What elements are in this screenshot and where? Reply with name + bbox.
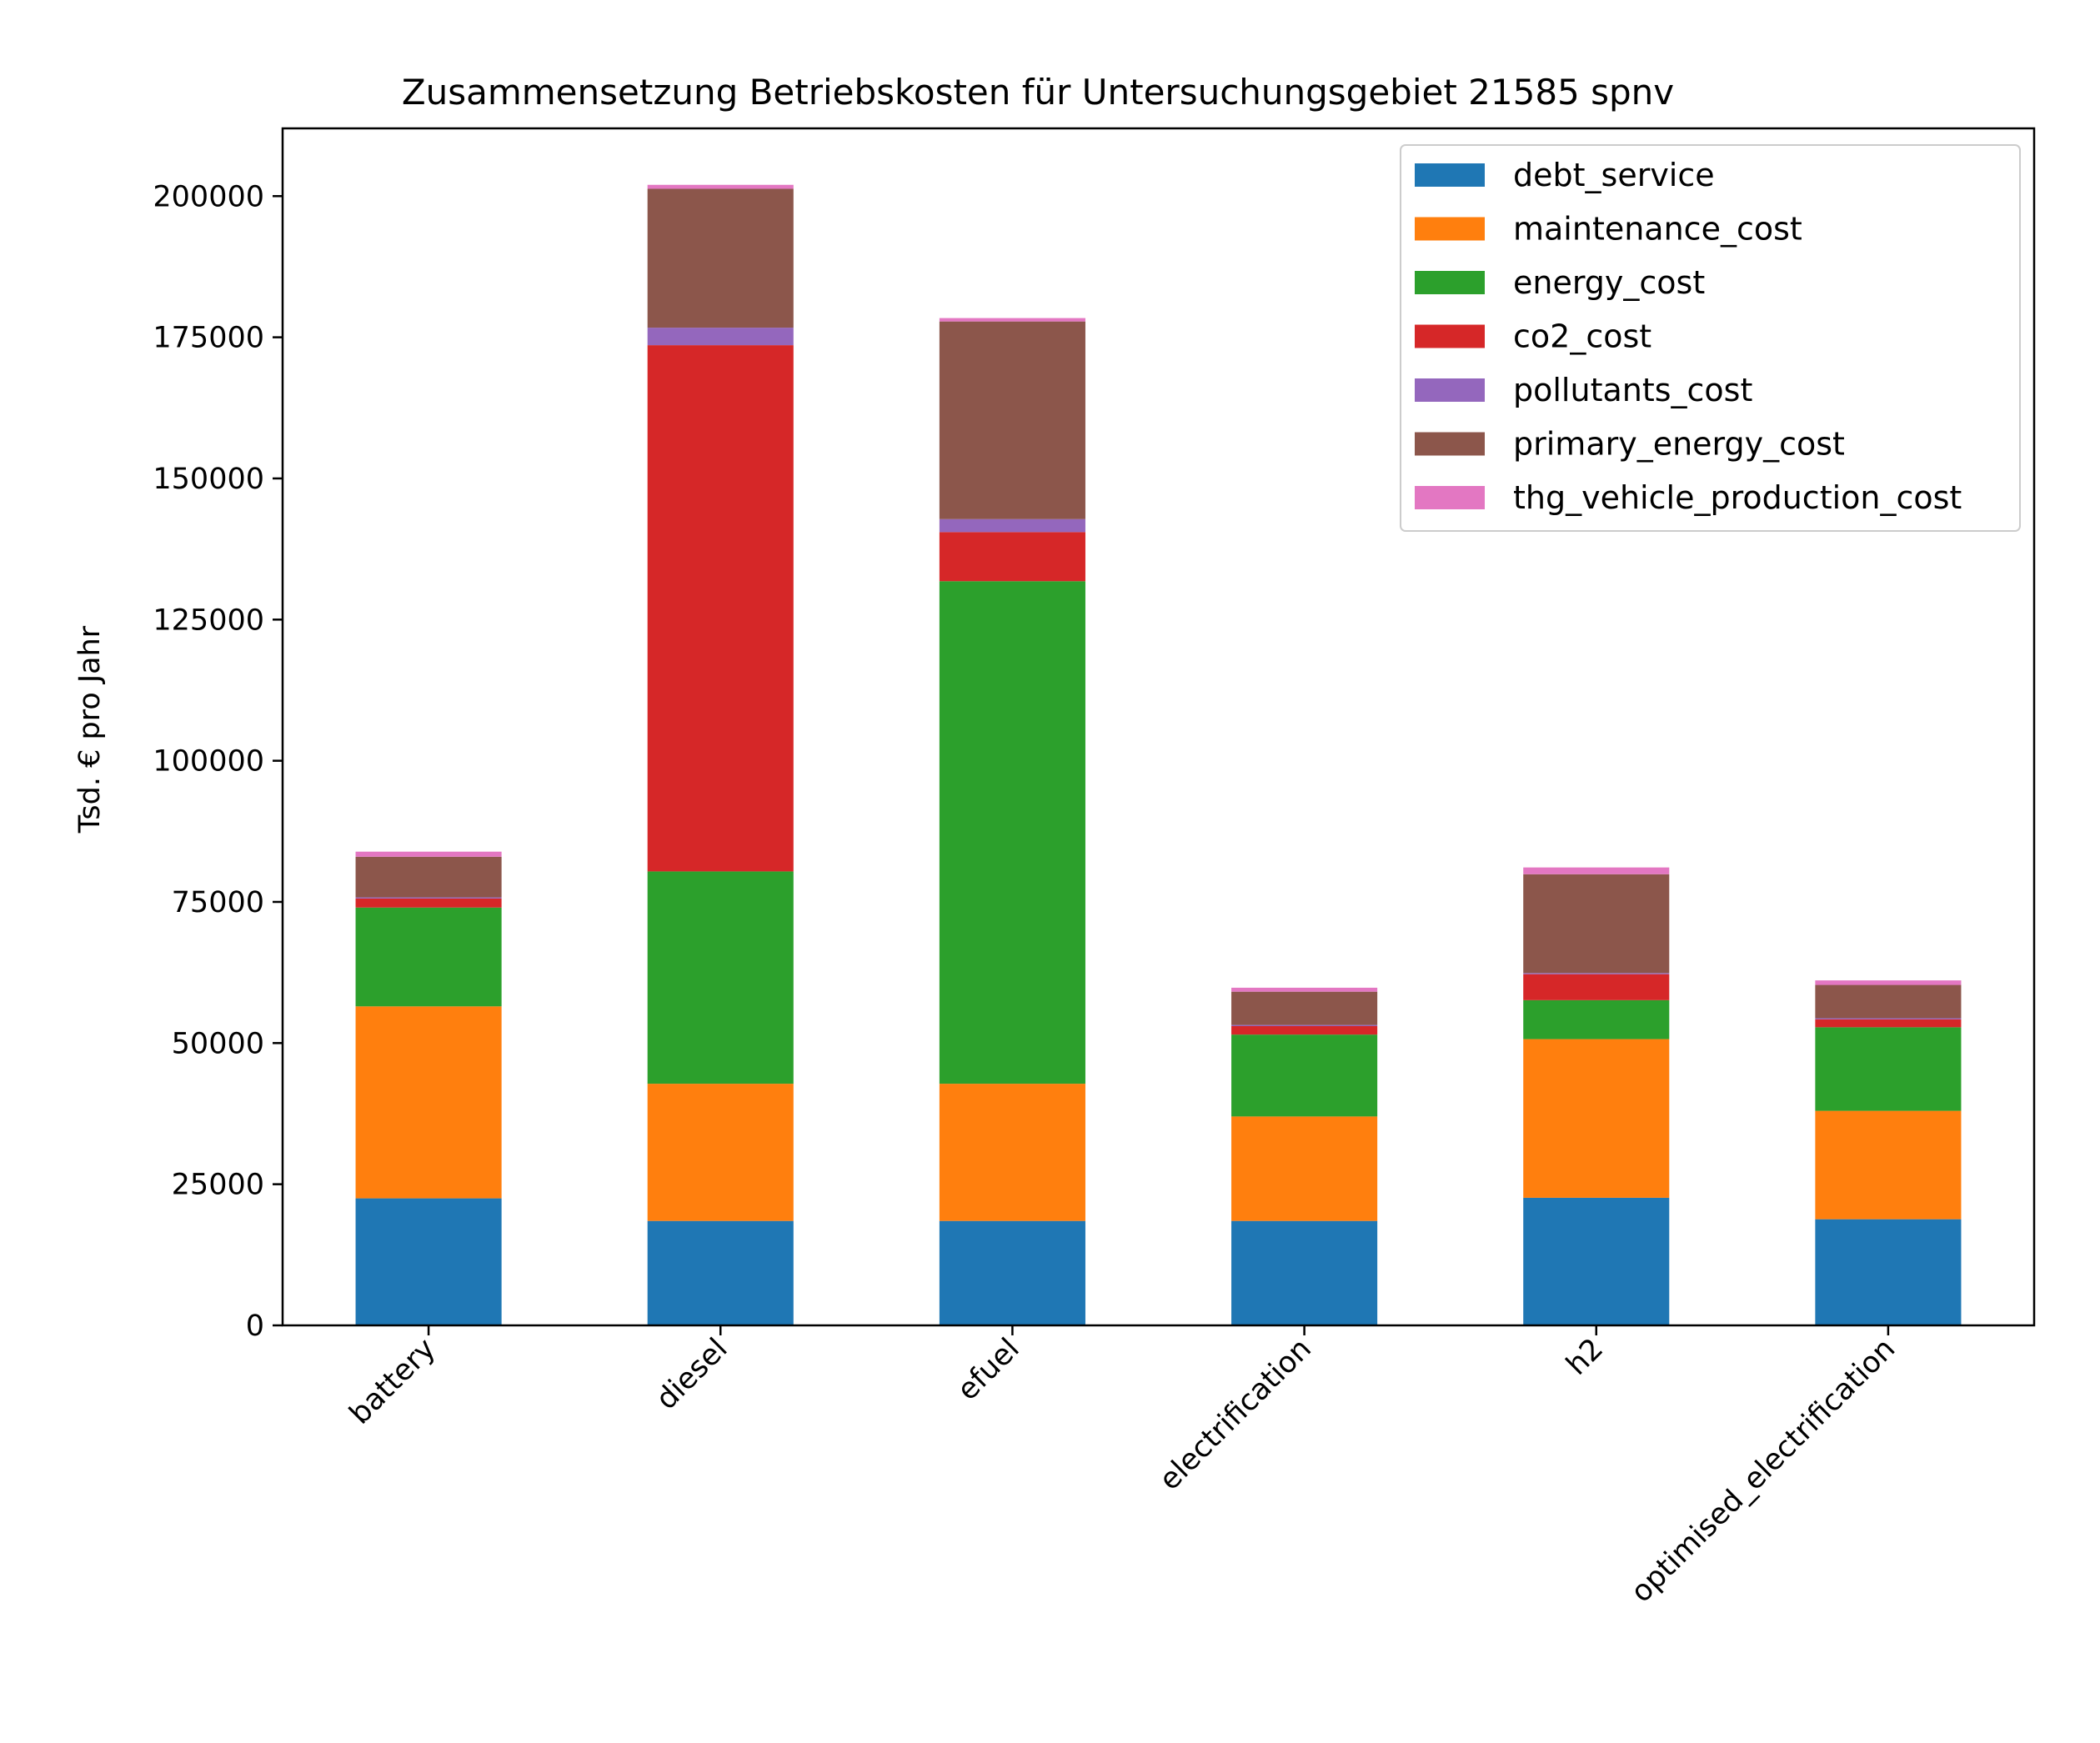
x-tick-label-h2: h2	[1560, 1332, 1610, 1382]
bar-pollutants_cost-diesel	[647, 328, 794, 346]
bar-energy_cost-h2	[1523, 999, 1670, 1039]
bar-pollutants_cost-electrification	[1231, 1024, 1378, 1026]
legend-label-maintenance_cost: maintenance_cost	[1513, 211, 1802, 248]
legend-label-pollutants_cost: pollutants_cost	[1513, 372, 1752, 408]
legend-label-thg_vehicle_production_cost: thg_vehicle_production_cost	[1513, 479, 1962, 516]
bar-debt_service-h2	[1523, 1197, 1670, 1325]
bar-debt_service-efuel	[939, 1220, 1085, 1325]
bar-debt_service-optimised_electrification	[1815, 1219, 1962, 1325]
bar-maintenance_cost-efuel	[939, 1084, 1085, 1221]
y-tick-label: 0	[246, 1310, 264, 1343]
bar-maintenance_cost-diesel	[647, 1084, 794, 1221]
plot-frame	[281, 127, 2036, 1327]
legend-label-primary_energy_cost: primary_energy_cost	[1513, 426, 1845, 463]
bar-thg_vehicle_production_cost-efuel	[939, 318, 1085, 322]
bar-co2_cost-h2	[1523, 974, 1670, 1000]
bar-maintenance_cost-optimised_electrification	[1815, 1110, 1962, 1220]
x-tick-label-efuel: efuel	[951, 1332, 1026, 1407]
bar-thg_vehicle_production_cost-electrification	[1231, 987, 1378, 992]
y-tick-label: 50000	[172, 1027, 264, 1060]
bar-co2_cost-electrification	[1231, 1026, 1378, 1035]
chart-title: Zusammensetzung Betriebskosten für Unter…	[402, 72, 1674, 113]
y-tick-label: 125000	[153, 604, 264, 637]
legend-swatch-pollutants_cost	[1415, 378, 1485, 402]
bar-maintenance_cost-electrification	[1231, 1116, 1378, 1221]
legend-swatch-energy_cost	[1415, 271, 1485, 294]
bar-primary_energy_cost-diesel	[647, 188, 794, 328]
legend-swatch-primary_energy_cost	[1415, 432, 1485, 456]
bar-maintenance_cost-battery	[355, 1006, 502, 1199]
legend-swatch-co2_cost	[1415, 324, 1485, 348]
x-tick-label-diesel: diesel	[650, 1332, 734, 1416]
y-tick-label: 25000	[172, 1169, 264, 1202]
bar-debt_service-electrification	[1231, 1220, 1378, 1325]
legend-label-debt_service: debt_service	[1513, 157, 1715, 193]
bar-maintenance_cost-h2	[1523, 1039, 1670, 1198]
y-tick-label: 75000	[172, 886, 264, 919]
y-tick-label: 200000	[153, 180, 264, 213]
bar-primary_energy_cost-electrification	[1231, 991, 1378, 1025]
bar-primary_energy_cost-battery	[355, 856, 502, 898]
y-tick-label: 100000	[153, 745, 264, 779]
y-axis: 0 25000 50000 75000 100000 125000 150000 175000…	[153, 180, 283, 1343]
bar-energy_cost-battery	[355, 907, 502, 1007]
bar-co2_cost-battery	[355, 898, 502, 908]
bar-thg_vehicle_production_cost-battery	[355, 851, 502, 857]
y-tick-label: 175000	[153, 322, 264, 355]
bar-debt_service-diesel	[647, 1220, 794, 1325]
bar-thg_vehicle_production_cost-diesel	[647, 184, 794, 189]
x-tick-label-electrification: electrification	[1153, 1332, 1318, 1497]
y-tick-label: 150000	[153, 463, 264, 496]
bar-pollutants_cost-efuel	[939, 518, 1085, 533]
legend-label-energy_cost: energy_cost	[1513, 264, 1705, 301]
bar-primary_energy_cost-h2	[1523, 874, 1670, 974]
bars-group	[355, 184, 1962, 1325]
bar-primary_energy_cost-efuel	[939, 321, 1085, 519]
bar-pollutants_cost-h2	[1523, 973, 1670, 974]
bar-pollutants_cost-battery	[355, 897, 502, 899]
bar-co2_cost-diesel	[647, 345, 794, 872]
legend-swatch-thg_vehicle_production_cost	[1415, 486, 1485, 509]
bar-energy_cost-efuel	[939, 581, 1085, 1084]
bar-primary_energy_cost-optimised_electrification	[1815, 984, 1962, 1019]
bar-co2_cost-efuel	[939, 532, 1085, 582]
bar-co2_cost-optimised_electrification	[1815, 1019, 1962, 1028]
bar-debt_service-battery	[355, 1198, 502, 1325]
x-axis: battery diesel efuel electrification h2 optim…	[343, 1325, 1902, 1609]
bar-energy_cost-diesel	[647, 871, 794, 1084]
x-tick-label-optimised_electrification: optimised_electrification	[1625, 1332, 1902, 1609]
legend-swatch-debt_service	[1415, 163, 1485, 187]
x-tick-label-battery: battery	[343, 1332, 443, 1431]
bar-thg_vehicle_production_cost-optimised_electrification	[1815, 980, 1962, 985]
bar-thg_vehicle_production_cost-h2	[1523, 867, 1670, 874]
legend-label-co2_cost: co2_cost	[1513, 318, 1651, 355]
legend-box	[1400, 144, 2021, 532]
y-axis-label: Tsd. € pro Jahr	[73, 625, 107, 834]
bar-energy_cost-electrification	[1231, 1034, 1378, 1117]
legend: debt_service maintenance_cost energy_costc…	[1400, 144, 2021, 532]
bar-energy_cost-optimised_electrification	[1815, 1027, 1962, 1111]
legend-swatch-maintenance_cost	[1415, 217, 1485, 241]
